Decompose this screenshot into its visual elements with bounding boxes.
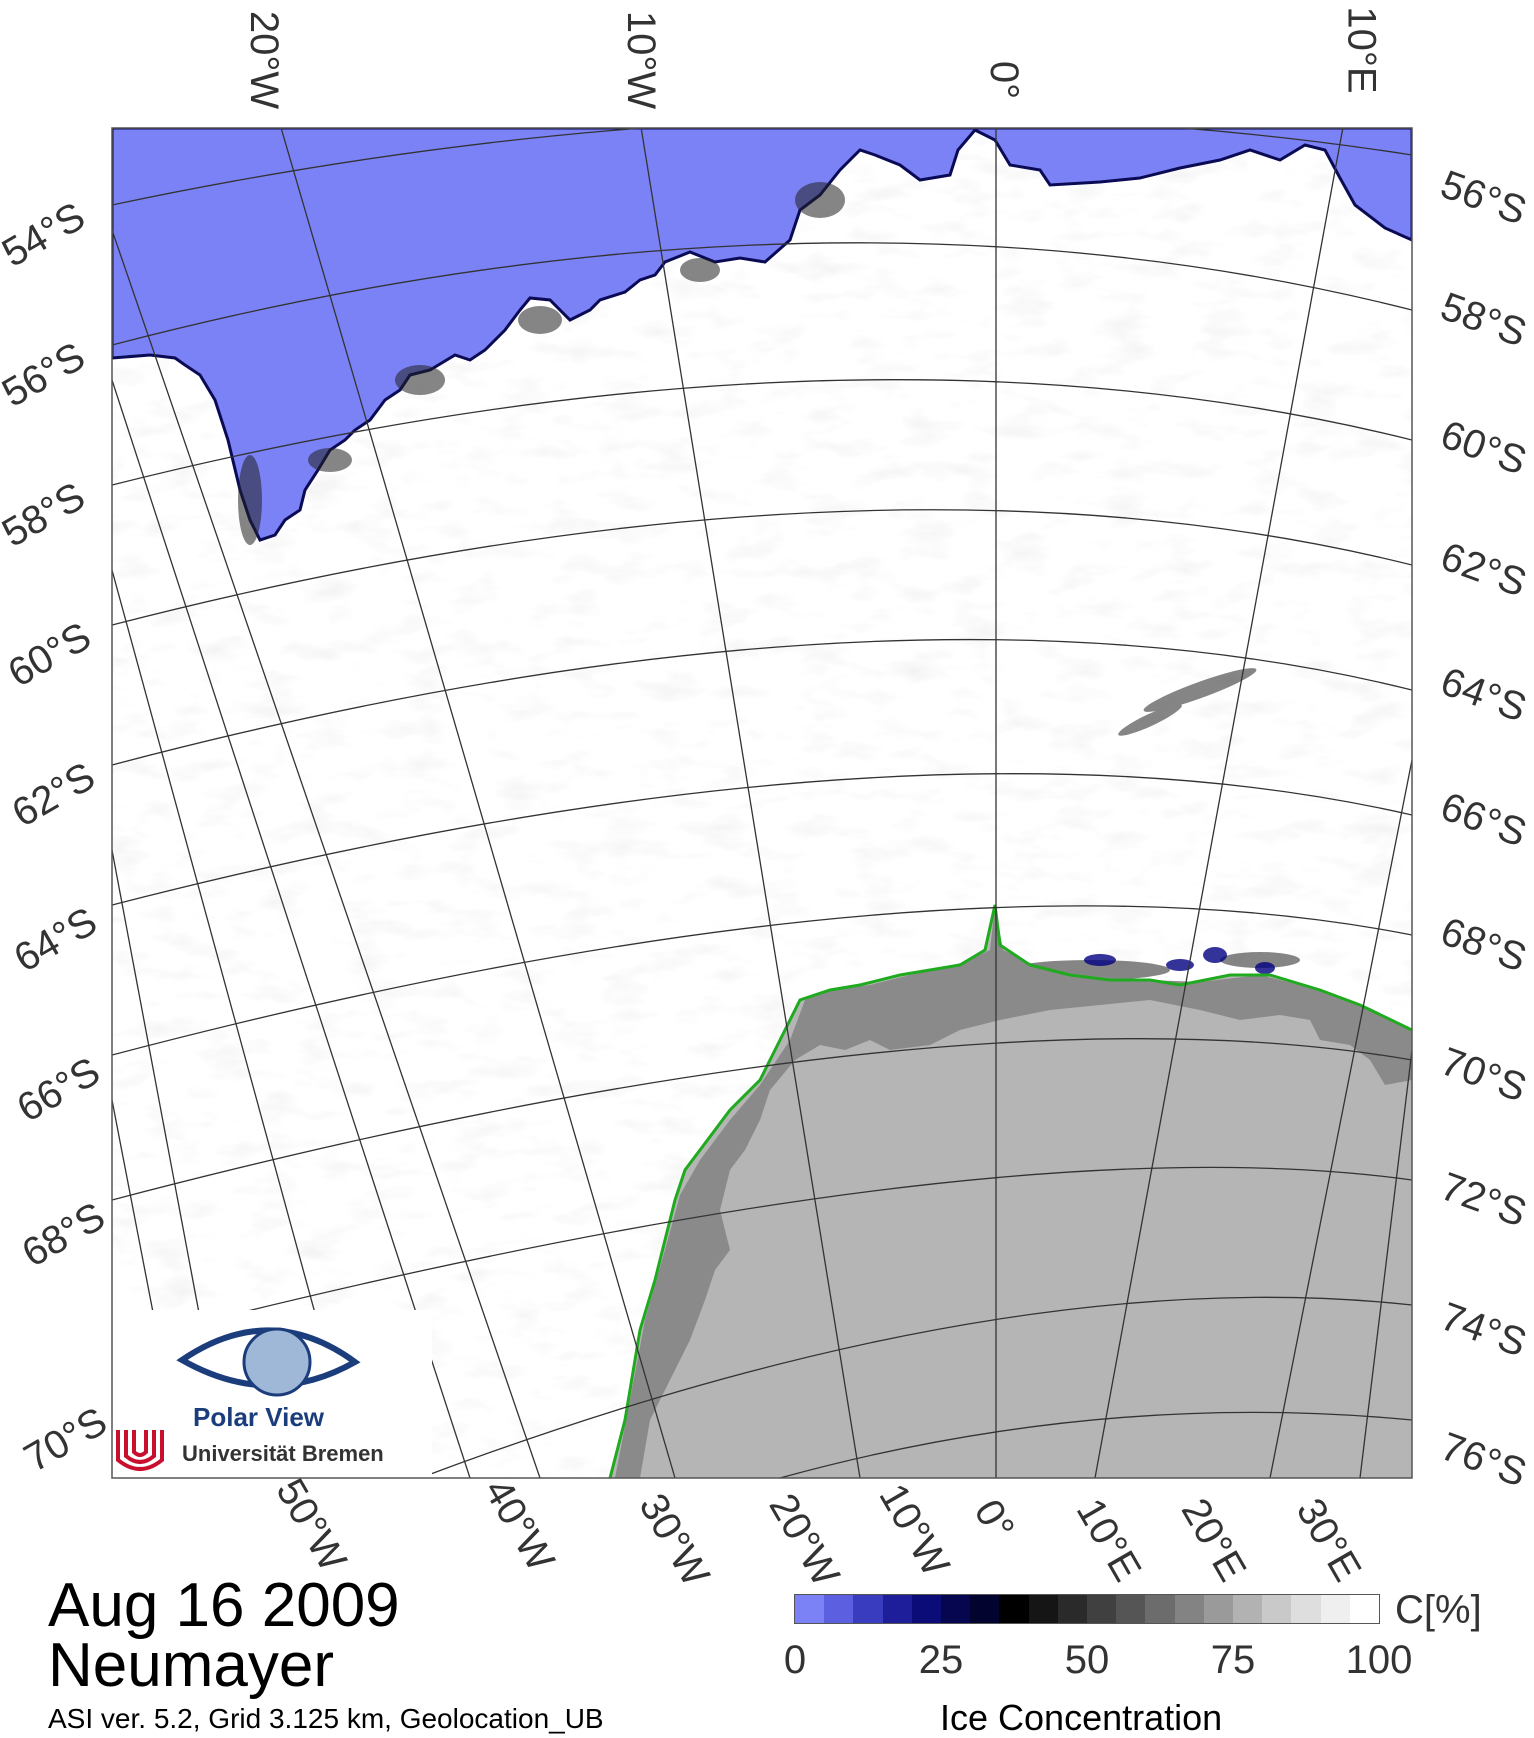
ice-shelf bbox=[615, 905, 1412, 1478]
polar-view-eye-icon bbox=[176, 1327, 361, 1397]
colorbar-tick: 75 bbox=[1210, 1638, 1256, 1682]
colorbar bbox=[794, 1594, 1380, 1624]
colorbar-tick: 100 bbox=[1345, 1638, 1413, 1682]
top-lon-label: 20°W bbox=[242, 10, 287, 110]
open-water bbox=[112, 128, 1412, 542]
top-lon-label: 0° bbox=[982, 60, 1027, 100]
logo-institution: Universität Bremen bbox=[182, 1441, 384, 1466]
product-footnote: ASI ver. 5.2, Grid 3.125 km, Geolocation… bbox=[48, 1703, 604, 1734]
station-label: Neumayer bbox=[48, 1631, 334, 1700]
colorbar-tick: 25 bbox=[918, 1638, 964, 1682]
graticule bbox=[112, 128, 1412, 1478]
coastline bbox=[608, 904, 1412, 1478]
colorbar-tick: 0 bbox=[783, 1638, 807, 1682]
map-area bbox=[112, 128, 1412, 1478]
date-label: Aug 16 2009 bbox=[48, 1571, 400, 1640]
top-lon-label: 10°W bbox=[619, 10, 664, 110]
colorbar-title: Ice Concentration bbox=[940, 1697, 1223, 1738]
logo-title: Polar View bbox=[193, 1402, 325, 1432]
map-frame bbox=[111, 127, 1413, 1479]
ice-edge-patches bbox=[238, 182, 1300, 980]
colorbar-tick: 50 bbox=[1064, 1638, 1110, 1682]
top-lon-label: 10°E bbox=[1339, 6, 1384, 94]
colorbar-unit: C[%] bbox=[1395, 1588, 1482, 1632]
university-bremen-logo-icon bbox=[116, 1430, 164, 1471]
